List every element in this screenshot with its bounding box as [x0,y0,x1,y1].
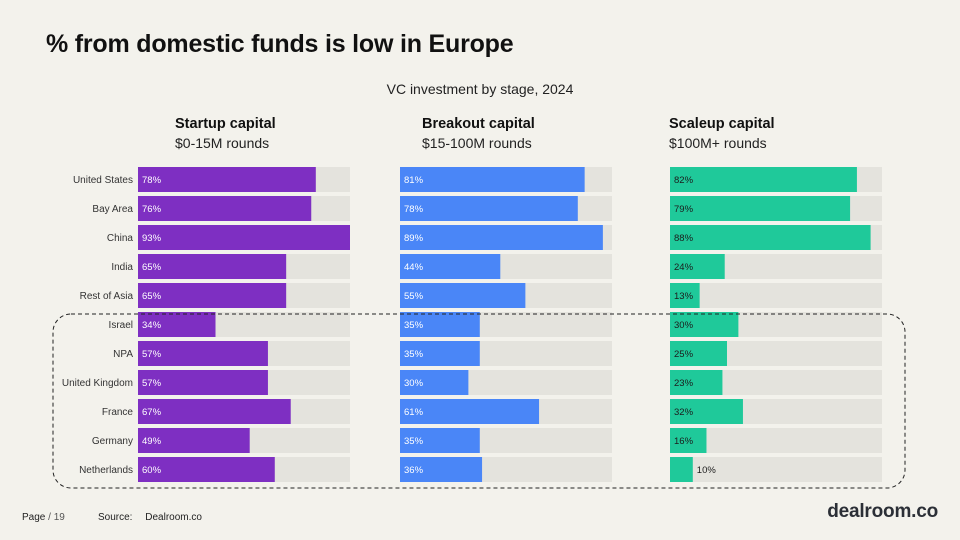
highlight-box [52,313,906,489]
data-label: 65% [142,291,162,302]
bar [670,428,707,453]
data-label: 13% [674,291,694,302]
panel-title: Breakout capital [422,116,535,132]
bar [138,399,291,424]
bar [400,167,585,192]
row-label: Germany [92,436,133,447]
bar [670,457,693,482]
data-label: 57% [142,349,162,360]
bar [670,283,700,308]
row-label: United States [73,175,133,186]
data-label: 35% [404,436,424,447]
bar [138,283,287,308]
data-label: 36% [404,465,424,476]
bar [670,254,725,279]
panel-title: Scaleup capital [669,116,775,132]
bar [138,370,268,395]
row-label: France [102,407,134,418]
data-label: 30% [674,320,694,331]
row-label: United Kingdom [62,378,133,389]
bar [138,428,250,453]
data-label: 88% [674,233,694,244]
bar [670,196,851,221]
row-label: India [111,262,133,273]
row-label: Bay Area [92,204,133,215]
data-label: 23% [674,378,694,389]
panel-subtitle: $100M+ rounds [669,135,767,151]
bar [400,196,578,221]
bar [670,399,743,424]
source-value: Dealroom.co [145,512,202,523]
page-number: / 19 [48,512,65,523]
page-label: Page [22,512,46,523]
data-label: 25% [674,349,694,360]
page-indicator: Page / 19 [22,512,65,523]
row-label: NPA [113,349,133,360]
bar [670,312,739,337]
bar [138,457,275,482]
bar [400,399,540,424]
data-label: 35% [404,320,424,331]
data-label: 89% [404,233,424,244]
bar [400,254,501,279]
data-label: 78% [404,204,424,215]
data-label: 93% [142,233,162,244]
data-label: 76% [142,204,162,215]
panel-subtitle: $15-100M rounds [422,135,532,151]
bar [138,167,316,192]
row-label: Rest of Asia [80,291,134,302]
source-note: Source: Dealroom.co [98,512,202,523]
bar [138,196,312,221]
page-title: % from domestic funds is low in Europe [46,30,514,58]
bar [400,428,480,453]
row-label: Israel [109,320,133,331]
bar [400,283,526,308]
data-label: 49% [142,436,162,447]
chart-title: VC investment by stage, 2024 [386,81,574,97]
bar [400,341,480,366]
data-label: 79% [674,204,694,215]
panel-header-scaleup: Scaleup capital $100M+ rounds [669,115,889,153]
panel-header-breakout: Breakout capital $15-100M rounds [422,115,642,153]
bar [138,312,216,337]
data-label: 16% [674,436,694,447]
data-label: 24% [674,262,694,273]
data-label: 35% [404,349,424,360]
data-label: 81% [404,175,424,186]
source-label: Source: [98,512,133,523]
bar [670,370,723,395]
data-label: 57% [142,378,162,389]
bar [138,225,350,250]
bar [670,167,857,192]
data-label: 55% [404,291,424,302]
data-label: 32% [674,407,694,418]
panel-header-startup: Startup capital $0-15M rounds [175,115,395,153]
data-label: 34% [142,320,162,331]
data-label: 78% [142,175,162,186]
row-label: China [107,233,134,244]
data-label: 10% [697,465,717,476]
bar [670,341,727,366]
bar [400,370,469,395]
bar-track [670,457,882,482]
data-label: 65% [142,262,162,273]
data-label: 30% [404,378,424,389]
bar [400,225,603,250]
data-label: 44% [404,262,424,273]
data-label: 60% [142,465,162,476]
bar [670,225,871,250]
panel-subtitle: $0-15M rounds [175,135,270,151]
data-label: 61% [404,407,424,418]
bar [400,312,480,337]
bar [138,341,268,366]
bar-track [670,283,882,308]
bar [138,254,287,279]
row-label: Netherlands [79,465,133,476]
data-label: 67% [142,407,162,418]
panel-title: Startup capital [175,116,276,132]
dealroom-logo: dealroom.co [827,501,938,522]
bar [400,457,483,482]
data-label: 82% [674,175,694,186]
